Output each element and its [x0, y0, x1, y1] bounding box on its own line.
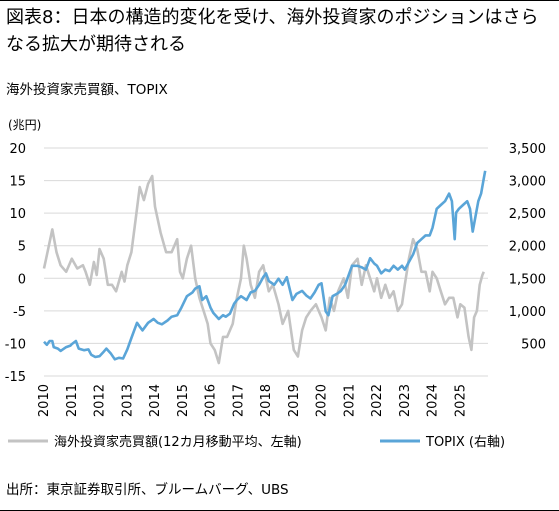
left-tick-label: 10 — [9, 207, 26, 222]
right-tick-label: 2,500 — [509, 207, 546, 222]
foreign-investor-flow-line — [42, 174, 485, 365]
x-tick-label: 2025 — [453, 384, 468, 417]
source-note: 出所：東京証券取引所、ブルームバーグ、UBS — [6, 482, 289, 498]
x-tick-label: 2014 — [148, 384, 163, 417]
x-tick-label: 2016 — [204, 384, 219, 417]
x-tick-label: 2022 — [370, 384, 385, 417]
top-rule — [0, 0, 559, 1]
left-tick-label: -15 — [5, 370, 26, 385]
chart-subtitle: 海外投資家売買額、TOPIX — [6, 82, 168, 98]
x-tick-label: 2019 — [287, 384, 302, 417]
x-tick-label: 2018 — [259, 384, 274, 417]
right-tick-label: 500 — [521, 337, 546, 352]
x-tick-label: 2023 — [398, 384, 413, 417]
x-tick-label: 2010 — [37, 384, 52, 417]
right-tick-label: 1,500 — [509, 272, 546, 287]
legend-label-topix: TOPIX (右軸) — [425, 435, 505, 450]
left-tick-label: 5 — [18, 240, 26, 255]
right-tick-label: 1,000 — [509, 305, 546, 320]
x-tick-label: 2015 — [176, 384, 191, 417]
right-axis-ticks: 3,500 3,000 2,500 2,000 1,500 1,000 500 — [509, 142, 546, 352]
series-lines — [42, 170, 487, 365]
right-tick-label: 3,500 — [509, 142, 546, 157]
left-tick-label: -10 — [5, 337, 26, 352]
chart-title: 図表8：日本の構造的変化を受け、海外投資家のポジションはさらなる拡大が期待される — [6, 7, 539, 55]
x-tick-label: 2012 — [93, 384, 108, 417]
legend-label-foreign-flow: 海外投資家売買額(12カ月移動平均、左軸) — [54, 434, 302, 450]
x-tick-label: 2017 — [231, 384, 246, 417]
left-axis-ticks: 20 15 10 5 0 -5 -10 -15 — [5, 142, 26, 385]
x-tick-label: 2013 — [120, 384, 135, 417]
x-tick-label: 2011 — [65, 384, 80, 417]
legend: 海外投資家売買額(12カ月移動平均、左軸) TOPIX (右軸) — [8, 434, 505, 450]
left-axis-unit: (兆円) — [8, 118, 42, 132]
x-tick-label: 2020 — [315, 384, 330, 417]
x-tick-label: 2024 — [426, 384, 441, 417]
right-tick-label: 2,000 — [509, 240, 546, 255]
left-tick-label: -5 — [13, 305, 26, 320]
gridlines — [44, 147, 488, 377]
x-axis-ticks: 2010 2011 2012 2013 2014 2015 2016 2017 2018 2019… — [37, 384, 468, 417]
left-tick-label: 15 — [9, 175, 26, 190]
x-tick-label: 2021 — [342, 384, 357, 417]
topix-line — [43, 170, 487, 361]
right-tick-label: 3,000 — [509, 175, 546, 190]
left-tick-label: 20 — [9, 142, 26, 157]
left-tick-label: 0 — [18, 272, 26, 287]
